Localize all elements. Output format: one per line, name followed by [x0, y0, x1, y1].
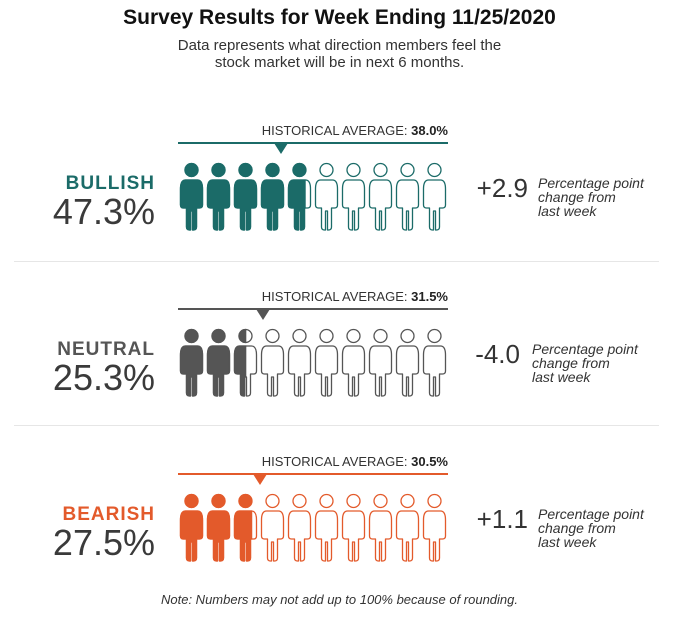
person-icon	[287, 162, 312, 231]
weekly-change-note: Percentage point change from last week	[538, 176, 673, 218]
change-note-line-1: Percentage point	[538, 175, 644, 191]
person-icon	[179, 162, 204, 231]
person-icon	[395, 493, 420, 562]
weekly-change-value: +2.9	[476, 173, 528, 203]
person-icon	[287, 493, 312, 562]
category-label: BULLISH	[65, 173, 155, 194]
person-icon	[395, 328, 420, 397]
footnote: Note: Numbers may not add up to 100% bec…	[161, 592, 518, 607]
category-label: NEUTRAL	[57, 339, 155, 360]
chart-title: Survey Results for Week Ending 11/25/202…	[123, 6, 556, 29]
bullish-section: HISTORICAL AVERAGE: 38.0% BULLISH 47.3% …	[0, 123, 679, 283]
historical-average-value: 30.5%	[411, 454, 448, 469]
person-icon	[368, 328, 393, 397]
change-note-line-1: Percentage point	[532, 341, 638, 357]
change-note-line-3: last week	[532, 369, 591, 385]
historical-average-value: 31.5%	[411, 289, 448, 304]
person-icon	[422, 328, 447, 397]
weekly-change-note: Percentage point change from last week	[532, 342, 667, 384]
person-icon	[206, 328, 231, 397]
person-icon	[314, 328, 339, 397]
bearish-section: HISTORICAL AVERAGE: 30.5% BEARISH 27.5% …	[0, 454, 679, 614]
weekly-change-note: Percentage point change from last week	[538, 507, 673, 549]
category-percent: 27.5%	[52, 522, 155, 563]
change-note-line-3: last week	[538, 534, 597, 550]
person-icon	[287, 328, 312, 397]
category-label: BEARISH	[62, 504, 155, 525]
historical-average-line	[178, 308, 448, 310]
historical-average-marker	[273, 143, 288, 154]
person-icon	[260, 162, 285, 231]
change-note-line-3: last week	[538, 203, 597, 219]
historical-average-value: 38.0%	[411, 123, 448, 138]
weekly-change-value: -4.0	[475, 339, 520, 369]
person-icon	[341, 493, 366, 562]
person-icon	[314, 493, 339, 562]
category-percent: 25.3%	[52, 357, 155, 398]
person-icon	[260, 493, 285, 562]
person-icon	[233, 328, 258, 397]
chart-subtitle: Data represents what direction members f…	[0, 37, 679, 71]
person-icon	[206, 162, 231, 231]
subtitle-line-1: Data represents what direction members f…	[177, 37, 502, 54]
historical-average-label: HISTORICAL AVERAGE: 38.0%	[178, 123, 448, 138]
person-icon	[341, 328, 366, 397]
historical-average-text: HISTORICAL AVERAGE:	[261, 454, 408, 469]
change-note-line-2: change from	[538, 520, 616, 536]
person-icon	[260, 328, 285, 397]
change-note-line-2: change from	[538, 189, 616, 205]
people-pictograph	[179, 162, 447, 231]
people-pictograph	[179, 493, 447, 562]
historical-average-line	[178, 142, 448, 144]
weekly-change-value: +1.1	[476, 504, 528, 534]
person-icon	[395, 162, 420, 231]
neutral-section: HISTORICAL AVERAGE: 31.5% NEUTRAL 25.3% …	[0, 289, 679, 449]
historical-average-text: HISTORICAL AVERAGE:	[261, 123, 408, 138]
historical-average-label: HISTORICAL AVERAGE: 31.5%	[178, 289, 448, 304]
subtitle-line-2: stock market will be in next 6 months.	[214, 54, 465, 71]
historical-average-label: HISTORICAL AVERAGE: 30.5%	[178, 454, 448, 469]
section-divider	[14, 261, 659, 262]
person-icon	[233, 162, 258, 231]
historical-average-text: HISTORICAL AVERAGE:	[261, 289, 408, 304]
section-divider	[14, 425, 659, 426]
person-icon	[368, 493, 393, 562]
person-icon	[233, 493, 258, 562]
change-note-line-2: change from	[532, 355, 610, 371]
person-icon	[206, 493, 231, 562]
person-icon	[314, 162, 339, 231]
person-icon	[341, 162, 366, 231]
person-icon	[422, 162, 447, 231]
historical-average-marker	[253, 474, 268, 485]
person-icon	[422, 493, 447, 562]
person-icon	[179, 328, 204, 397]
people-pictograph	[179, 328, 447, 397]
historical-average-line	[178, 473, 448, 475]
person-icon	[179, 493, 204, 562]
category-percent: 47.3%	[52, 191, 155, 232]
historical-average-marker	[256, 309, 271, 320]
person-icon	[368, 162, 393, 231]
change-note-line-1: Percentage point	[538, 506, 644, 522]
